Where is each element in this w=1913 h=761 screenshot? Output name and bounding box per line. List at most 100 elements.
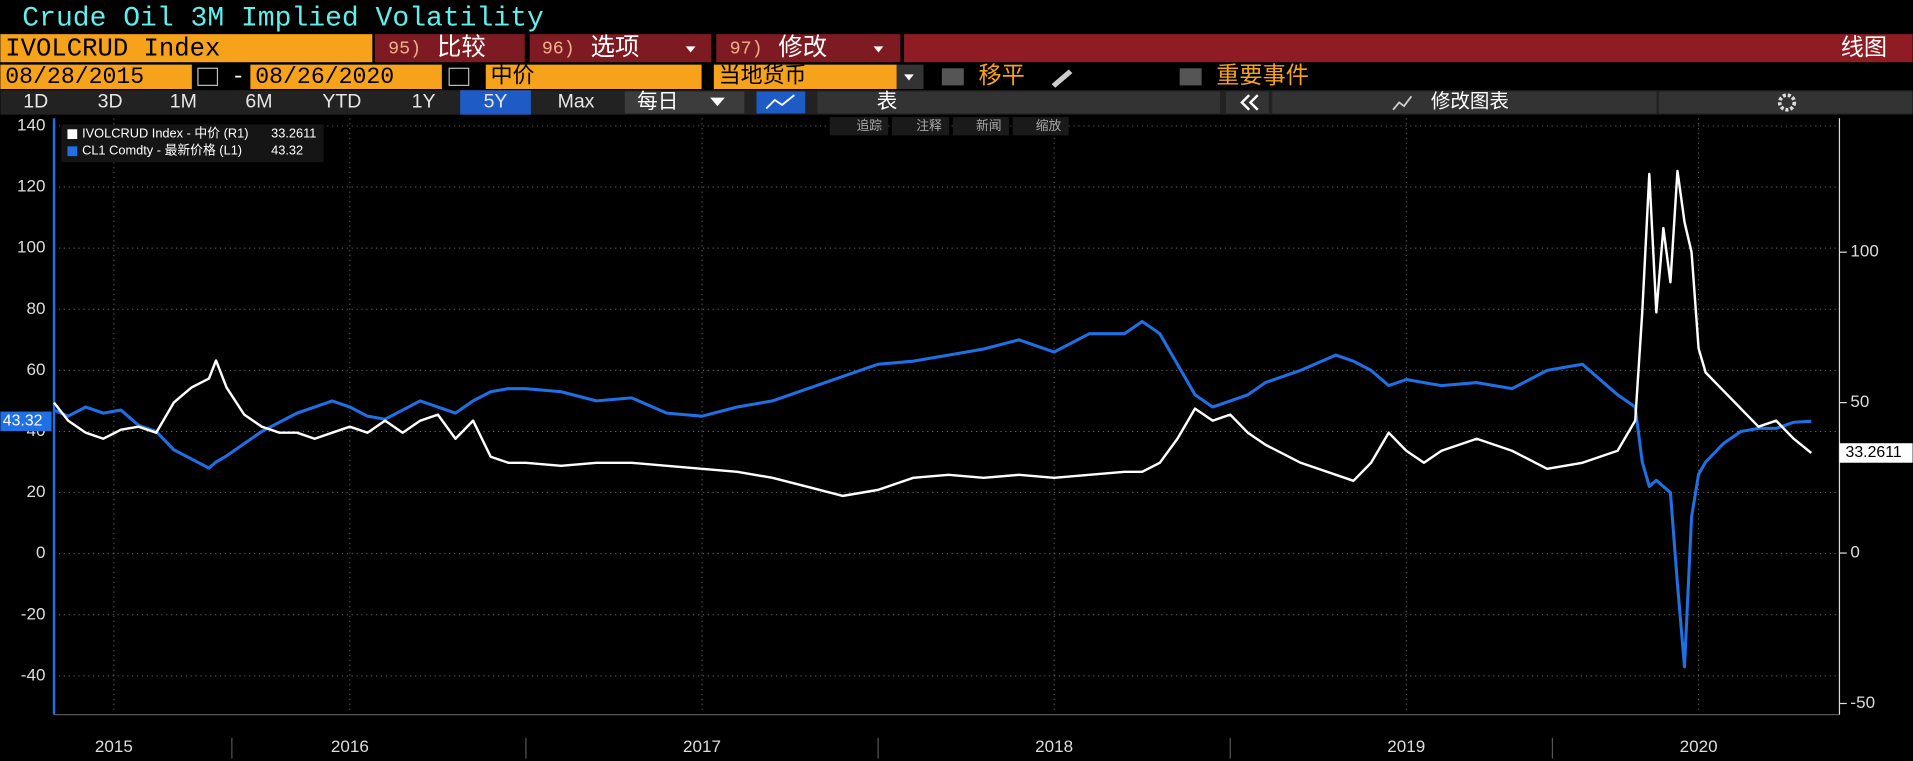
range-button[interactable]: 3D	[98, 91, 123, 113]
button-label[interactable]: 选项	[591, 34, 640, 61]
date-input[interactable]	[0, 64, 192, 90]
price-field[interactable]: 中价	[491, 63, 535, 88]
legend-box	[61, 124, 324, 163]
date-input[interactable]	[250, 64, 442, 90]
end-date[interactable]: 08/26/2020	[255, 64, 394, 90]
view-bar	[904, 34, 1913, 63]
frequency[interactable]: 每日	[637, 90, 678, 113]
events-label[interactable]: 重要事件	[1216, 62, 1309, 88]
security-box[interactable]	[0, 34, 373, 63]
range-button[interactable]: 5Y	[484, 91, 508, 113]
y-tick-label: 20	[27, 482, 46, 501]
legend-swatch	[67, 146, 78, 157]
button[interactable]	[529, 34, 712, 63]
edit-chart-icon[interactable]	[1392, 95, 1413, 111]
calendar-icon[interactable]	[197, 67, 219, 86]
tool-button[interactable]	[829, 117, 889, 136]
y-tick-label: 140	[17, 115, 45, 134]
range-button[interactable]: 1D	[23, 91, 48, 113]
smooth-label[interactable]: 移平	[978, 62, 1024, 88]
x-tick-label: 2016	[331, 737, 369, 756]
button[interactable]	[716, 34, 901, 63]
y2-tick-label: 100	[1850, 242, 1878, 261]
tool-label[interactable]: 注释	[916, 118, 942, 133]
view-label[interactable]: 线图	[1841, 34, 1887, 60]
edit-chart-button[interactable]	[1272, 91, 1657, 114]
dropdown-arrow[interactable]	[873, 46, 884, 53]
start-date[interactable]: 08/28/2015	[5, 64, 144, 90]
series-line	[53, 169, 1813, 498]
dropdown-arrow[interactable]	[904, 74, 914, 81]
line-icon[interactable]	[765, 94, 795, 110]
pencil-icon[interactable]	[1051, 69, 1073, 88]
y-tick-label: 120	[17, 177, 45, 196]
range-button[interactable]: 6M	[245, 91, 272, 113]
x-tick-label: 2018	[1035, 737, 1073, 756]
title: Crude Oil 3M Implied Volatility	[22, 4, 543, 35]
y-tick-label: 60	[27, 360, 46, 379]
active-range[interactable]	[460, 90, 531, 115]
table-label[interactable]: 表	[877, 90, 898, 113]
range-button[interactable]: 1M	[170, 91, 197, 113]
checkbox[interactable]	[941, 68, 964, 86]
edit-chart-label[interactable]: 修改图表	[1431, 91, 1509, 113]
security[interactable]: IVOLCRUD Index	[5, 35, 220, 64]
last-value-box	[1839, 443, 1913, 463]
tool-button[interactable]	[1012, 117, 1069, 136]
last-value-label: 43.32	[3, 412, 43, 429]
y-tick-label: 100	[17, 238, 45, 257]
button-label[interactable]: 修改	[778, 34, 827, 61]
y-tick-label: 80	[27, 299, 46, 318]
legend-label: IVOLCRUD Index - 中价 (R1)	[82, 126, 248, 141]
range-button[interactable]: 1Y	[412, 91, 436, 113]
tool-label[interactable]: 追踪	[856, 118, 882, 133]
gear-icon[interactable]	[1777, 93, 1797, 112]
series-line	[53, 319, 1812, 669]
y2-tick-label: -50	[1850, 693, 1875, 712]
tool-button[interactable]	[952, 117, 1009, 136]
settings-button[interactable]	[1658, 91, 1913, 114]
currency-select[interactable]	[713, 64, 897, 90]
calendar-icon[interactable]	[448, 67, 470, 86]
line-view-button[interactable]	[756, 91, 806, 114]
y2-tick-label: 0	[1850, 543, 1860, 562]
range-button[interactable]: Max	[558, 91, 595, 113]
date-separator: -	[232, 65, 245, 90]
dropdown-arrow[interactable]	[685, 46, 696, 53]
y-tick-label: 0	[36, 543, 46, 562]
field-select[interactable]	[485, 64, 702, 90]
button-number[interactable]: 97)	[730, 40, 763, 60]
frequency-select[interactable]	[624, 91, 745, 114]
legend-swatch	[67, 129, 78, 140]
legend-value: 33.2611	[271, 126, 316, 141]
legend-value: 43.32	[271, 143, 303, 158]
table-button[interactable]	[817, 91, 1220, 114]
button-number[interactable]: 96)	[542, 40, 575, 60]
y2-tick-label: 50	[1850, 392, 1869, 411]
last-value-box	[0, 411, 52, 432]
chart-tools: 追踪 注释 新闻 缩放	[829, 117, 1069, 136]
collapse-icon[interactable]	[1240, 94, 1259, 111]
x-tick-label: 2017	[683, 737, 721, 756]
button-label[interactable]: 比较	[437, 34, 486, 61]
button[interactable]	[374, 34, 525, 63]
x-tick-label: 2020	[1680, 737, 1718, 756]
tool-label[interactable]: 新闻	[976, 118, 1002, 133]
last-value-label: 33.2611	[1846, 444, 1902, 461]
y-tick-label: -20	[21, 604, 46, 623]
collapse-button[interactable]	[1226, 91, 1269, 114]
tool-button[interactable]	[891, 117, 950, 136]
button-number[interactable]: 95)	[388, 40, 421, 60]
checkbox[interactable]	[1179, 68, 1202, 86]
x-tick-label: 2015	[95, 737, 133, 756]
currency[interactable]: 当地货币	[719, 63, 807, 88]
range-button[interactable]: YTD	[322, 91, 361, 113]
legend-label: CL1 Comdty - 最新价格 (L1)	[82, 143, 242, 158]
tool-label[interactable]: 缩放	[1036, 118, 1062, 133]
dropdown-arrow[interactable]	[710, 97, 725, 107]
x-tick-label: 2019	[1387, 737, 1425, 756]
y-tick-label: -40	[21, 665, 46, 684]
x-axis-band	[0, 713, 1913, 761]
